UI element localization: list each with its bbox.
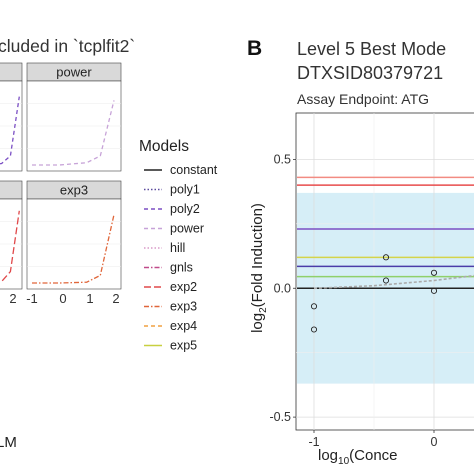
x-label-prefix: log bbox=[318, 447, 338, 464]
y-tick-label: 0.0 bbox=[274, 281, 291, 295]
facet-grid: power exp3 bbox=[0, 62, 122, 290]
x-tick-label: 1 bbox=[86, 291, 93, 306]
data-point bbox=[382, 254, 390, 261]
x-tick-label: 2 bbox=[112, 291, 119, 306]
panel-b-subtitle: DTXSID80379721 bbox=[297, 63, 443, 83]
panel-a: cluded in `tcplfit2` power exp3 2 -1 0 1 2 LM… bbox=[0, 36, 218, 451]
panel-a-x-ticks: 2 -1 0 1 2 bbox=[9, 291, 119, 306]
facet-series-line bbox=[0, 210, 20, 283]
panel-b-label: B bbox=[247, 37, 262, 60]
x-tick-label: -1 bbox=[26, 291, 38, 306]
y-label-prefix: log bbox=[249, 313, 266, 333]
panel-a-title: cluded in `tcplfit2` bbox=[0, 36, 135, 56]
x-tick-label: 0 bbox=[59, 291, 66, 306]
x-tick-label: 2 bbox=[9, 291, 16, 306]
data-point bbox=[382, 277, 390, 284]
data-point bbox=[310, 326, 318, 333]
x-label-sub: 10 bbox=[338, 456, 350, 467]
data-point bbox=[310, 303, 318, 310]
facet-strip bbox=[0, 180, 23, 200]
panel-b-x-axis-label: log10(Conce bbox=[318, 447, 398, 467]
panel-b-assay: Assay Endpoint: ATG bbox=[297, 91, 429, 107]
x-label-suffix: (Conce bbox=[349, 447, 397, 464]
legend-label: gnls bbox=[170, 261, 193, 275]
legend-label: exp4 bbox=[170, 319, 197, 333]
panel-b: B Level 5 Best Mode DTXSID80379721 Assay… bbox=[247, 37, 474, 467]
panel-b-axes: 0.5 0.0 -0.5 -1 0 bbox=[269, 152, 437, 449]
panel-b-y-axis-label: log2(Fold Induction) bbox=[249, 203, 269, 333]
facet-strip-label: power bbox=[56, 65, 92, 80]
legend-label: power bbox=[170, 222, 204, 236]
model-fit-curve bbox=[313, 274, 474, 290]
y-label-suffix: (Fold Induction) bbox=[249, 203, 266, 307]
facet-strip-label: exp3 bbox=[60, 183, 88, 198]
panel-a-x-axis-label: LM bbox=[0, 434, 17, 451]
y-tick-label: 0.5 bbox=[274, 152, 291, 166]
legend-label: exp2 bbox=[170, 280, 197, 294]
facet-strip bbox=[0, 62, 23, 82]
y-label-sub: 2 bbox=[258, 307, 269, 313]
legend-items: constant poly1 poly2 power hill gnls exp2 exp3 e… bbox=[144, 163, 218, 353]
y-tick-label: -0.5 bbox=[269, 410, 291, 424]
data-point bbox=[430, 269, 438, 276]
legend: Models constant poly1 poly2 power hill gnls ex… bbox=[139, 138, 218, 353]
facet-series-line bbox=[32, 214, 115, 284]
legend-title: Models bbox=[139, 138, 189, 155]
legend-label: exp5 bbox=[170, 339, 197, 353]
legend-label: constant bbox=[170, 163, 218, 177]
x-tick-label: 0 bbox=[431, 435, 438, 449]
facet-series-line bbox=[0, 96, 20, 165]
data-point bbox=[430, 287, 438, 294]
legend-label: exp3 bbox=[170, 300, 197, 314]
legend-label: poly2 bbox=[170, 202, 200, 216]
legend-label: poly1 bbox=[170, 183, 200, 197]
panel-b-title: Level 5 Best Mode bbox=[297, 39, 446, 59]
legend-label: hill bbox=[170, 241, 185, 255]
x-tick-label: -1 bbox=[308, 435, 319, 449]
panel-b-plot bbox=[296, 113, 474, 430]
